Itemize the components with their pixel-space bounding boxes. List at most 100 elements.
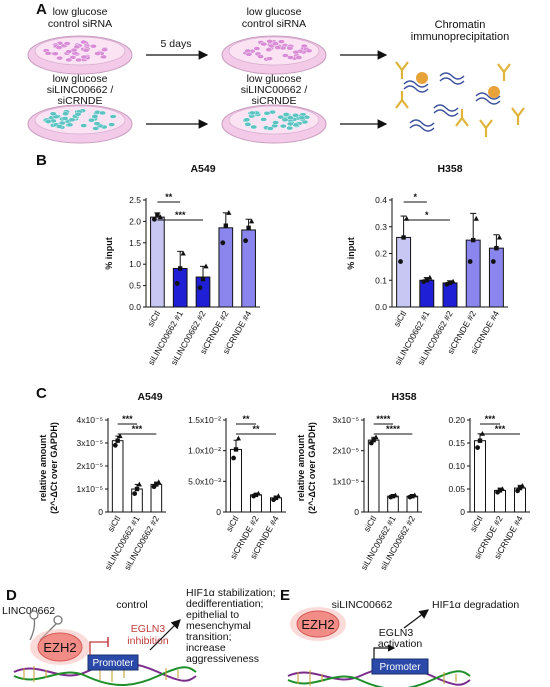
panel-d: D LINC00662 control EZH2 Promoter bbox=[2, 587, 276, 686]
cell-icon bbox=[92, 126, 100, 131]
dish2-label-line3: siCRNDE bbox=[58, 95, 103, 107]
y-tick-label: 2.5 bbox=[129, 195, 141, 205]
outcome-text-e: HIF1α degradation bbox=[432, 599, 519, 611]
promoter-label: Promoter bbox=[92, 658, 134, 669]
inhibition-label-1: EGLN3 bbox=[131, 623, 166, 635]
panel-c-ylabel-right-1: relative amount bbox=[296, 435, 306, 502]
y-tick-label: 1.0x10⁻² bbox=[188, 446, 221, 456]
cell-icon bbox=[56, 55, 63, 61]
cell-icon bbox=[74, 111, 82, 117]
x-tick-label: siCtl bbox=[145, 309, 162, 328]
y-tick-label: 2.0 bbox=[129, 216, 141, 226]
outcome-text-d: HIF1α stabilization; dedifferentiation; … bbox=[186, 587, 276, 665]
cell-icon bbox=[44, 119, 52, 124]
y-tick-label: 5.0x10⁻³ bbox=[188, 476, 221, 486]
dish1-label-line1: low glucose bbox=[53, 6, 108, 18]
y-tick-label: 1.5x10⁻² bbox=[188, 415, 221, 425]
significance-label: *** bbox=[122, 414, 133, 424]
cell-icon bbox=[80, 123, 88, 128]
dish2-label-line2: siLINC00662 / bbox=[47, 84, 114, 96]
dish-treated-2 bbox=[221, 104, 327, 144]
data-point bbox=[479, 431, 486, 436]
cell-icon bbox=[94, 51, 102, 56]
panel-e-label: E bbox=[280, 587, 290, 604]
cell-icon bbox=[286, 115, 294, 120]
cell-icon bbox=[62, 111, 69, 116]
cell-icon bbox=[298, 115, 306, 121]
ezh2-label: EZH2 bbox=[43, 640, 76, 655]
panel-c: C A549 H358 relative amount (2^-ΔCt over… bbox=[36, 385, 530, 572]
panel-a-label: A bbox=[36, 1, 47, 18]
bar bbox=[150, 216, 165, 308]
cell-icon bbox=[266, 56, 273, 61]
panel-c-label: C bbox=[36, 385, 47, 402]
cell-icon bbox=[286, 125, 294, 131]
cell-icon bbox=[295, 55, 303, 60]
cell-icon bbox=[61, 116, 69, 121]
cell-icon bbox=[88, 117, 95, 123]
data-point bbox=[496, 234, 503, 240]
x-tick-label: siCtl bbox=[391, 309, 408, 328]
promoter-box-e bbox=[371, 658, 429, 675]
dish-control-2 bbox=[221, 35, 327, 75]
cell-icon bbox=[243, 117, 251, 122]
panel-b-label: B bbox=[36, 152, 47, 169]
y-tick-label: 0 bbox=[354, 507, 359, 517]
panel-d-label: D bbox=[6, 587, 17, 604]
y-tick-label: 1.5 bbox=[129, 238, 141, 248]
ezh2-icon-e bbox=[296, 610, 340, 638]
y-tick-label: 0.10 bbox=[448, 461, 465, 471]
significance-label: * bbox=[413, 192, 417, 202]
chart-title: H358 bbox=[437, 163, 462, 175]
significance-label: **** bbox=[386, 424, 401, 434]
bar bbox=[367, 439, 380, 513]
lnc-label: LINC00662 bbox=[2, 605, 55, 617]
outcome-line: aggressiveness bbox=[186, 653, 259, 665]
cell-icon bbox=[277, 114, 285, 120]
data-point bbox=[275, 493, 282, 499]
y-tick-label: 0.20 bbox=[448, 415, 465, 425]
data-point bbox=[151, 216, 157, 222]
data-point bbox=[473, 215, 479, 221]
cell-icon bbox=[93, 121, 101, 126]
y-tick-label: 0.15 bbox=[448, 438, 465, 448]
activation-label-2: activation bbox=[378, 638, 423, 650]
y-tick-label: 0.1 bbox=[375, 275, 387, 285]
cell-icon bbox=[266, 126, 274, 131]
data-point bbox=[115, 438, 120, 443]
cell-icon bbox=[108, 122, 116, 127]
dna-icon bbox=[403, 72, 501, 132]
chip-illustration bbox=[395, 61, 525, 137]
data-point bbox=[390, 493, 396, 499]
cell-icon bbox=[75, 57, 83, 63]
panel-c-ylabel-right-2: (2^-ΔCt over GAPDH) bbox=[307, 422, 317, 514]
data-point bbox=[401, 235, 406, 240]
y-tick-label: 0 bbox=[216, 507, 221, 517]
cell-icon bbox=[274, 45, 282, 50]
promoter-label-e: Promoter bbox=[379, 662, 421, 673]
panel-e: E siLINC00662 EZH2 Promoter EGLN3 activa… bbox=[280, 587, 519, 687]
x-tick-label: siCtl bbox=[468, 514, 485, 533]
data-point bbox=[410, 493, 415, 499]
protein-icon bbox=[488, 86, 500, 98]
data-point bbox=[447, 280, 453, 286]
cell-icon bbox=[63, 41, 71, 46]
data-point bbox=[246, 225, 251, 231]
panel-e-condition: siLINC00662 bbox=[332, 599, 393, 611]
y-axis-label: % input bbox=[104, 237, 114, 270]
panel-b: B A549% input0.00.51.01.52.02.5siCtlsiLI… bbox=[36, 152, 508, 367]
antibody-icon bbox=[395, 61, 525, 137]
panel-c-ylabel-left-2: (2^-ΔCt over GAPDH) bbox=[49, 422, 59, 514]
data-point bbox=[499, 486, 506, 491]
y-tick-label: 1.0 bbox=[129, 259, 141, 269]
data-point bbox=[412, 492, 418, 498]
cell-icon bbox=[101, 47, 109, 52]
dish4-label-line1: low glucose bbox=[247, 73, 302, 85]
significance-label: * bbox=[425, 210, 429, 220]
chart-title: A549 bbox=[190, 163, 215, 175]
data-point bbox=[475, 445, 480, 450]
cell-icon bbox=[65, 49, 73, 54]
lncrna-icon bbox=[29, 610, 63, 641]
data-point bbox=[226, 210, 232, 215]
